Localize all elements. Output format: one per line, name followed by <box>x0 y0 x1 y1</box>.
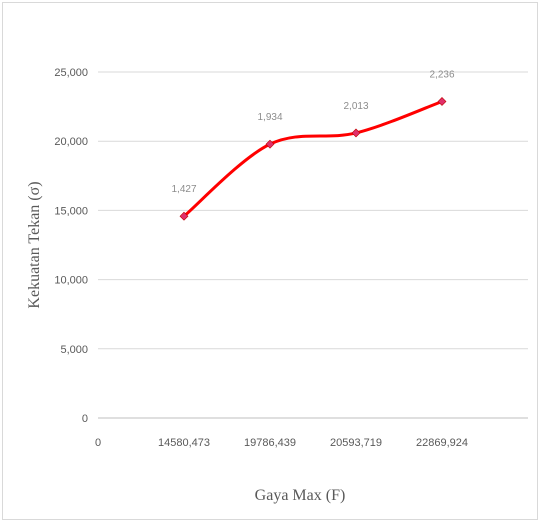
y-tick-label: 10,000 <box>54 275 88 287</box>
series-line-0 <box>182 99 444 218</box>
data-label: 2,236 <box>429 69 454 80</box>
y-tick-label: 0 <box>82 413 88 425</box>
data-labels: 1,427 1,934 2,013 2,236 <box>171 69 454 195</box>
x-tick-labels: 0 14580,473 19786,439 20593,719 22869,924 <box>95 437 468 449</box>
x-tick-label: 0 <box>95 437 101 449</box>
y-tick-label: 15,000 <box>54 205 88 217</box>
x-tick-label: 14580,473 <box>158 437 210 449</box>
series-group <box>179 97 447 221</box>
y-tick-label: 5,000 <box>60 344 88 356</box>
data-label: 1,427 <box>171 184 196 195</box>
y-axis-title: Kekuatan Tekan (σ) <box>26 181 43 308</box>
x-tick-label: 19786,439 <box>244 437 296 449</box>
y-tick-labels: 0 5,000 10,000 15,000 20,000 25,000 <box>54 67 88 425</box>
y-tick-label: 20,000 <box>54 136 88 148</box>
data-point-marker <box>437 97 447 106</box>
y-tick-label: 25,000 <box>54 67 88 79</box>
x-tick-label: 20593,719 <box>330 437 382 449</box>
data-point-marker <box>265 139 275 149</box>
data-label: 1,934 <box>257 112 282 123</box>
gridlines <box>98 71 528 419</box>
x-tick-label: 22869,924 <box>416 437 468 449</box>
data-label: 2,013 <box>343 101 368 112</box>
x-axis-title: Gaya Max (F) <box>255 487 346 504</box>
data-point-marker <box>351 128 361 138</box>
data-point-marker <box>179 211 189 221</box>
